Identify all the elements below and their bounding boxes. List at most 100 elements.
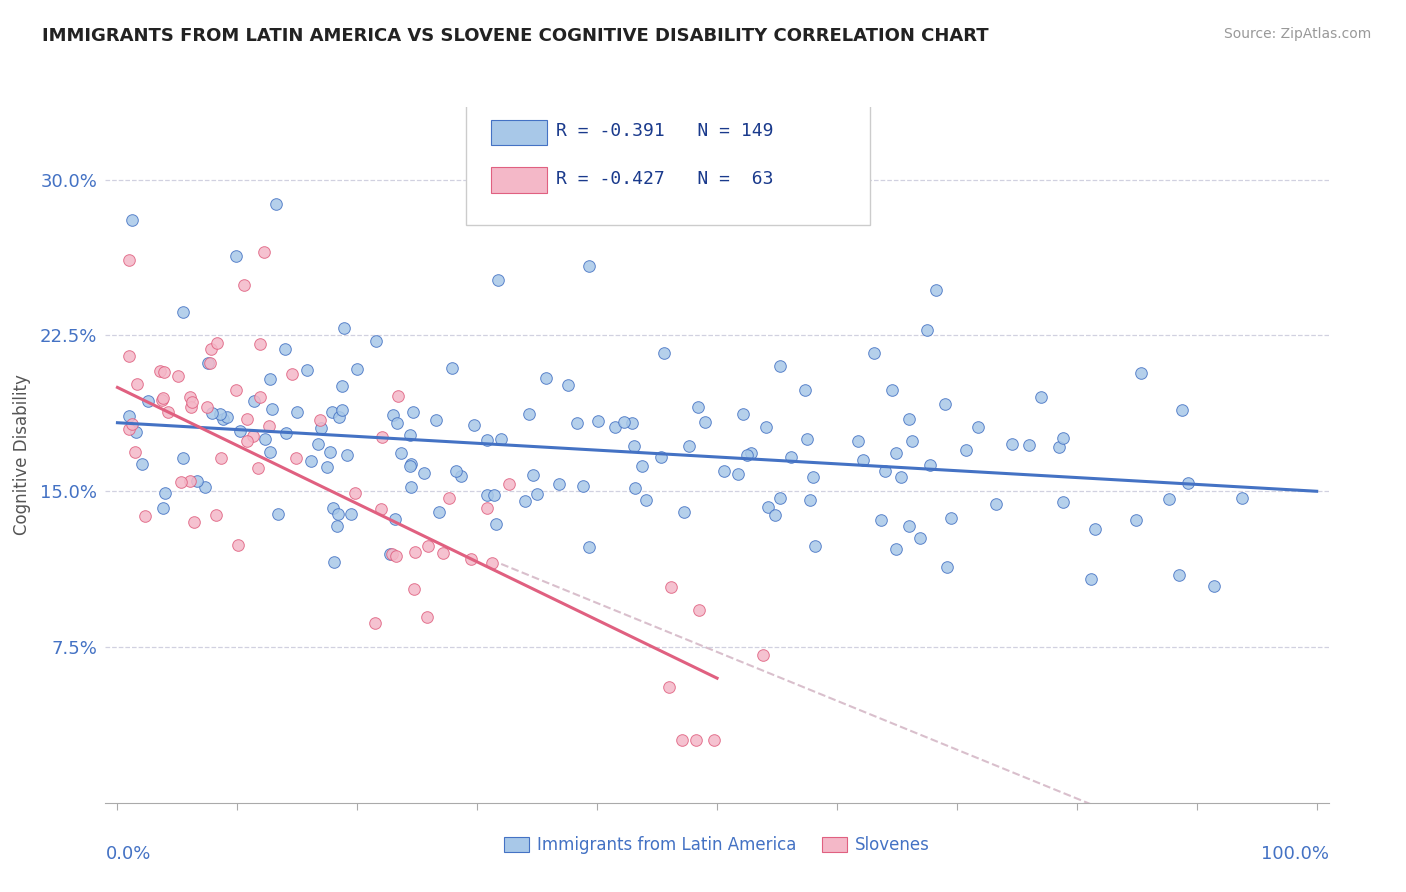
Text: R = -0.427   N =  63: R = -0.427 N = 63 xyxy=(555,169,773,187)
Point xyxy=(307,436,329,450)
Point xyxy=(194,480,217,494)
Point xyxy=(498,476,520,491)
Point xyxy=(195,400,218,414)
Point xyxy=(259,372,281,386)
Point xyxy=(1177,476,1199,491)
Point xyxy=(131,458,153,472)
Point xyxy=(713,464,735,478)
Point xyxy=(1168,567,1191,582)
Point xyxy=(118,253,141,268)
Point xyxy=(444,465,467,479)
Point xyxy=(118,350,141,364)
Point xyxy=(399,428,422,442)
Point xyxy=(671,733,693,747)
Point xyxy=(1202,579,1225,593)
Point xyxy=(172,304,194,318)
Point xyxy=(232,278,254,293)
Point xyxy=(756,500,779,514)
Point xyxy=(804,539,827,553)
Point xyxy=(228,425,250,439)
Point xyxy=(243,393,266,408)
Point xyxy=(475,487,498,501)
Text: R = -0.391   N = 149: R = -0.391 N = 149 xyxy=(555,122,773,140)
Point xyxy=(404,544,426,558)
Point xyxy=(450,469,472,483)
Point xyxy=(522,467,544,482)
Point xyxy=(209,408,232,422)
Point xyxy=(852,452,875,467)
Point xyxy=(491,432,513,446)
Y-axis label: Cognitive Disability: Cognitive Disability xyxy=(14,375,31,535)
Point xyxy=(1080,572,1102,586)
Point xyxy=(378,547,401,561)
Point xyxy=(652,346,675,360)
Point xyxy=(301,453,323,467)
Text: 100.0%: 100.0% xyxy=(1261,845,1329,863)
Text: Source: ZipAtlas.com: Source: ZipAtlas.com xyxy=(1223,27,1371,41)
Point xyxy=(695,415,717,429)
Point xyxy=(186,474,208,488)
Point xyxy=(249,337,271,351)
Point xyxy=(901,434,924,448)
Point xyxy=(134,509,156,524)
Point xyxy=(153,365,176,379)
Point xyxy=(769,491,792,506)
Point xyxy=(630,458,652,473)
Point xyxy=(205,508,228,523)
Point xyxy=(201,407,224,421)
FancyBboxPatch shape xyxy=(467,103,870,226)
Point xyxy=(534,371,557,385)
Point xyxy=(1230,491,1253,506)
Point xyxy=(200,342,222,356)
Point xyxy=(485,516,508,531)
Point xyxy=(440,361,463,376)
Point xyxy=(205,336,228,351)
Point xyxy=(166,369,188,384)
Point xyxy=(1125,513,1147,527)
Point xyxy=(157,405,180,419)
Point xyxy=(247,461,270,475)
Point xyxy=(179,390,201,404)
Point xyxy=(387,389,409,403)
Point xyxy=(181,394,204,409)
Point xyxy=(153,486,176,500)
Point xyxy=(1018,438,1040,452)
Point xyxy=(603,419,626,434)
Point xyxy=(319,445,342,459)
Point xyxy=(209,450,232,465)
Point xyxy=(437,491,460,505)
Point xyxy=(281,367,304,381)
Point xyxy=(1084,522,1107,536)
Point xyxy=(309,420,332,434)
Point xyxy=(384,512,406,526)
Point xyxy=(955,443,977,458)
Point xyxy=(886,542,908,557)
Point xyxy=(316,460,339,475)
Point xyxy=(183,516,205,530)
Point xyxy=(918,458,941,472)
Point xyxy=(170,475,193,489)
Point xyxy=(578,540,600,554)
Point xyxy=(737,448,759,462)
Point xyxy=(370,430,392,444)
Point xyxy=(898,412,921,426)
Point xyxy=(557,377,579,392)
Point xyxy=(925,283,948,297)
Point xyxy=(252,245,274,260)
Point xyxy=(322,555,344,569)
Point xyxy=(548,476,571,491)
Point xyxy=(967,420,990,434)
Point xyxy=(432,546,454,560)
Point xyxy=(624,482,647,496)
Point xyxy=(703,733,725,747)
Point xyxy=(381,408,404,422)
Point xyxy=(321,404,343,418)
Point xyxy=(152,391,174,405)
Point xyxy=(118,409,141,423)
Point xyxy=(322,501,344,516)
Point xyxy=(765,508,787,523)
Point xyxy=(236,434,259,448)
Point xyxy=(399,459,422,474)
Point xyxy=(752,648,775,662)
Point xyxy=(688,603,710,617)
